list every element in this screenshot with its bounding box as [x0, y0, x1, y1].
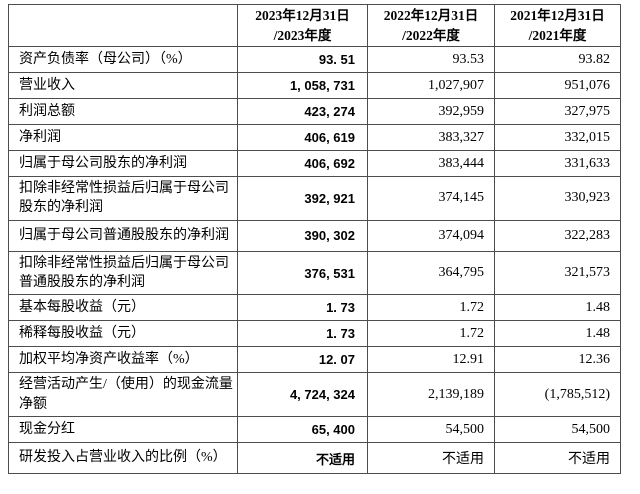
header-row: 2023年12月31日 /2023年度 2022年12月31日 /2022年度 … — [8, 3, 621, 48]
header-2021-year: /2021年度 — [528, 27, 587, 43]
header-2023-year: /2023年度 — [273, 27, 332, 43]
table-row-basic-eps: 基本每股收益（元） 1. 73 1.72 1.48 — [8, 294, 621, 322]
value-2022: 1.72 — [367, 294, 495, 322]
value-2022: 不适用 — [367, 442, 495, 474]
value-2023: 376, 531 — [237, 250, 368, 296]
value-2021: 332,015 — [494, 124, 621, 152]
value-2023: 423, 274 — [237, 98, 368, 126]
value-2021: 93.82 — [494, 46, 621, 74]
value-2023: 1. 73 — [237, 320, 368, 348]
metric-label: 营业收入 — [8, 72, 238, 100]
value-2022: 1,027,907 — [367, 72, 495, 100]
value-2022: 383,444 — [367, 150, 495, 178]
metric-label: 资产负债率（母公司）（%） — [8, 46, 238, 74]
value-2023: 1. 73 — [237, 294, 368, 322]
value-2023: 406, 619 — [237, 124, 368, 152]
header-2021: 2021年12月31日 /2021年度 — [494, 3, 621, 48]
table-row-debt-ratio: 资产负债率（母公司）（%） 93. 51 93.53 93.82 — [8, 46, 621, 74]
value-2021: 331,633 — [494, 150, 621, 178]
value-2023: 93. 51 — [237, 46, 368, 74]
value-2022: 364,795 — [367, 250, 495, 296]
metric-label: 加权平均净资产收益率（%） — [8, 346, 238, 374]
header-2022-date: 2022年12月31日 — [383, 8, 479, 23]
header-2023: 2023年12月31日 /2023年度 — [237, 3, 368, 48]
header-2022: 2022年12月31日 /2022年度 — [367, 3, 495, 48]
metric-label: 归属于母公司普通股股东的净利润 — [8, 219, 238, 252]
value-2022: 383,327 — [367, 124, 495, 152]
value-2021: 不适用 — [494, 442, 621, 474]
header-2022-year: /2022年度 — [402, 27, 460, 43]
value-2023: 不适用 — [237, 442, 368, 474]
value-2023: 65, 400 — [237, 416, 368, 443]
value-2022: 374,094 — [367, 219, 495, 252]
value-2023: 12. 07 — [237, 346, 368, 374]
table-row-revenue: 营业收入 1, 058, 731 1,027,907 951,076 — [8, 72, 621, 100]
header-corner-cell — [8, 3, 238, 48]
value-2021: (1,785,512) — [494, 372, 621, 417]
table-row-operating-cash-flow: 经营活动产生/（使用）的现金流量净额 4, 724, 324 2,139,189… — [8, 372, 621, 417]
value-2023: 392, 921 — [237, 176, 368, 221]
metric-label: 现金分红 — [8, 416, 238, 443]
value-2023: 4, 724, 324 — [237, 372, 368, 417]
value-2023: 1, 058, 731 — [237, 72, 368, 100]
table-row-rd-ratio: 研发投入占营业收入的比例（%） 不适用 不适用 不适用 — [8, 442, 621, 474]
value-2022: 1.72 — [367, 320, 495, 348]
value-2021: 322,283 — [494, 219, 621, 252]
metric-label: 研发投入占营业收入的比例（%） — [8, 442, 238, 474]
metric-label: 归属于母公司股东的净利润 — [8, 150, 238, 178]
metric-label: 稀释每股收益（元） — [8, 320, 238, 348]
table-row-net-profit-common: 归属于母公司普通股股东的净利润 390, 302 374,094 322,283 — [8, 219, 621, 252]
metric-label: 经营活动产生/（使用）的现金流量净额 — [8, 372, 238, 417]
metric-label: 净利润 — [8, 124, 238, 152]
header-2023-date: 2023年12月31日 — [255, 8, 350, 23]
table-row-net-profit: 净利润 406, 619 383,327 332,015 — [8, 124, 621, 152]
metric-label: 基本每股收益（元） — [8, 294, 238, 322]
metric-label: 扣除非经常性损益后归属于母公司普通股股东的净利润 — [8, 250, 238, 296]
table-row-cash-dividend: 现金分红 65, 400 54,500 54,500 — [8, 416, 621, 443]
value-2021: 12.36 — [494, 346, 621, 374]
value-2021: 327,975 — [494, 98, 621, 126]
table-row-net-profit-parent-excl: 扣除非经常性损益后归属于母公司股东的净利润 392, 921 374,145 3… — [8, 176, 621, 221]
value-2021: 1.48 — [494, 294, 621, 322]
value-2022: 392,959 — [367, 98, 495, 126]
metric-label: 扣除非经常性损益后归属于母公司股东的净利润 — [8, 176, 238, 221]
metric-label: 利润总额 — [8, 98, 238, 126]
value-2022: 2,139,189 — [367, 372, 495, 417]
value-2021: 321,573 — [494, 250, 621, 296]
table-row-diluted-eps: 稀释每股收益（元） 1. 73 1.72 1.48 — [8, 320, 621, 348]
value-2021: 951,076 — [494, 72, 621, 100]
table-row-weighted-roe: 加权平均净资产收益率（%） 12. 07 12.91 12.36 — [8, 346, 621, 374]
value-2023: 390, 302 — [237, 219, 368, 252]
value-2021: 330,923 — [494, 176, 621, 221]
financial-summary-table: 2023年12月31日 /2023年度 2022年12月31日 /2022年度 … — [8, 3, 621, 474]
value-2021: 54,500 — [494, 416, 621, 443]
header-2021-date: 2021年12月31日 — [510, 8, 605, 23]
value-2022: 374,145 — [367, 176, 495, 221]
value-2021: 1.48 — [494, 320, 621, 348]
value-2022: 12.91 — [367, 346, 495, 374]
value-2023: 406, 692 — [237, 150, 368, 178]
table-row-total-profit: 利润总额 423, 274 392,959 327,975 — [8, 98, 621, 126]
value-2022: 54,500 — [367, 416, 495, 443]
table-row-net-profit-parent: 归属于母公司股东的净利润 406, 692 383,444 331,633 — [8, 150, 621, 178]
table-row-net-profit-common-excl: 扣除非经常性损益后归属于母公司普通股股东的净利润 376, 531 364,79… — [8, 250, 621, 296]
value-2022: 93.53 — [367, 46, 495, 74]
